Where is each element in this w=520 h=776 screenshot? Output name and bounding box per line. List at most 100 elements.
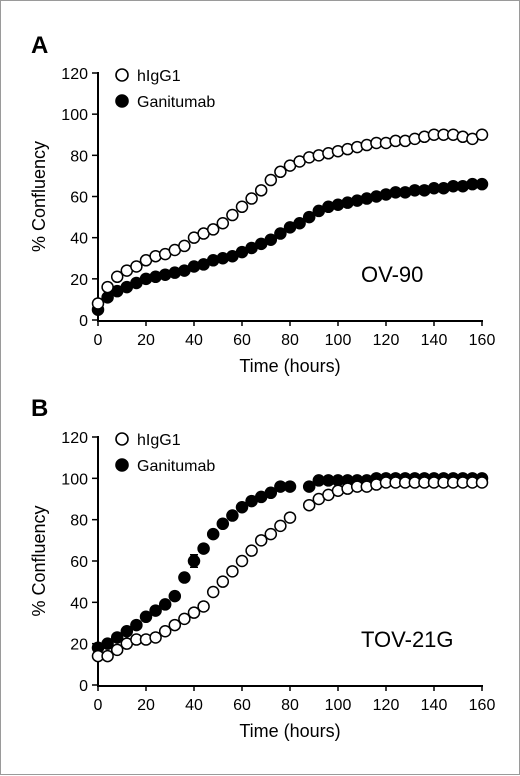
panel-b-ganitumab-point <box>168 589 182 603</box>
panel-b-higg1-point <box>254 534 268 547</box>
panel-b-legend-label: Ganitumab <box>137 458 215 475</box>
panel-b-y-tick-label: 40 <box>70 595 88 612</box>
panel-b-higg1-point <box>197 600 210 613</box>
panel-b-higg1-point <box>216 575 230 588</box>
panel-b-letter: B <box>31 395 48 422</box>
panel-b-ganitumab-point <box>226 509 239 522</box>
panel-a-x-tick-label: 40 <box>185 332 203 349</box>
panel-b-higg1-point <box>149 631 162 644</box>
panel-b-higg1-point <box>206 585 220 599</box>
panel-b-x-tick-label: 160 <box>469 697 496 714</box>
panel-b-x-tick-label: 100 <box>325 697 352 714</box>
panel-b-ganitumab-point <box>158 598 172 611</box>
panel-b-legend-label: hIgG1 <box>137 432 181 449</box>
panel-b-ganitumab-point <box>139 610 153 624</box>
panel-b-ganitumab-point <box>110 631 124 644</box>
panel-a-x-tick-label: 140 <box>421 332 448 349</box>
panel-b-x-tick-label: 40 <box>185 697 203 714</box>
panel-b-x-tick-label: 60 <box>233 697 251 714</box>
panel-b-y-tick-label: 60 <box>70 554 88 571</box>
panel-a-ganitumab-point <box>264 233 278 246</box>
panel-b-ganitumab-point <box>187 554 201 568</box>
panel-a-x-tick-label: 20 <box>137 332 155 349</box>
panel-a-annotation: OV-90 <box>361 262 423 287</box>
panel-b-y-tick-label: 20 <box>70 637 88 654</box>
panel-b-higg1-point <box>226 565 239 578</box>
panel-a-ganitumab-point <box>274 227 287 240</box>
panel-a: A OV-90 0 20 40 60 80 100 120 0 20 40 60 80 100 120 14… <box>29 32 495 376</box>
panel-a-legend-marker <box>115 68 129 82</box>
panel-a-letter: A <box>31 32 48 59</box>
panel-b-higg1-point <box>475 476 489 489</box>
panel-b-ganitumab-point <box>101 637 114 650</box>
panel-a-higg1-point <box>110 270 124 284</box>
panel-b-x-tick-label: 80 <box>281 697 299 714</box>
panel-a-x-axis-title: Time (hours) <box>239 356 340 376</box>
panel-b-higg1-point <box>178 612 191 626</box>
panel-a-y-tick-label: 100 <box>61 107 88 124</box>
panel-a-y-tick-label: 60 <box>70 190 88 207</box>
panel-a-higg1-point <box>178 239 191 253</box>
panel-b-ganitumab-point <box>235 501 249 514</box>
panel-b-x-tick-label: 20 <box>137 697 155 714</box>
panel-b-ganitumab-point <box>130 618 143 632</box>
panel-b-legend-marker <box>115 458 129 472</box>
panel-b: B TOV-21G 0 20 40 60 80 100 120 0 20 40 60 80 100 120… <box>29 395 495 741</box>
panel-a-x-tick-label: 0 <box>94 332 103 349</box>
panel-a-y-tick-label: 120 <box>61 66 88 83</box>
panel-b-higg1-point <box>168 618 182 632</box>
panel-a-higg1-point <box>235 200 249 214</box>
panel-a-y-axis-title: % Confluency <box>29 141 49 252</box>
panel-a-higg1-point <box>274 165 287 179</box>
panel-a-x-tick-label: 60 <box>233 332 251 349</box>
panel-a-ganitumab-point <box>302 210 316 224</box>
panel-a-higg1-point <box>226 208 239 222</box>
panel-b-ganitumab-point <box>216 517 230 531</box>
panel-b-x-tick-label: 0 <box>94 697 103 714</box>
panel-a-legend-marker <box>115 94 129 108</box>
panel-b-higg1-point <box>101 649 114 663</box>
panel-a-higg1-point <box>264 173 278 187</box>
panel-a-y-tick-label: 80 <box>70 148 88 165</box>
panel-a-ganitumab-point <box>293 217 306 230</box>
panel-a-ganitumab-point <box>475 177 489 191</box>
panel-b-higg1-point <box>264 527 278 541</box>
panel-b-ganitumab-point <box>120 625 134 638</box>
panel-b-y-tick-label: 0 <box>79 678 88 695</box>
panel-b-x-axis-title: Time (hours) <box>239 721 340 741</box>
panel-a-higg1-point <box>245 192 258 205</box>
panel-b-higg1-point <box>283 511 297 524</box>
panel-b-higg1-point <box>235 554 249 568</box>
panel-a-x-tick-label: 120 <box>373 332 400 349</box>
panel-b-legend-marker <box>115 432 129 446</box>
panel-b-x-tick-label: 120 <box>373 697 400 714</box>
panel-b-higg1-point <box>187 606 201 619</box>
panel-b-x-tick-label: 140 <box>421 697 448 714</box>
panel-b-annotation: TOV-21G <box>361 627 454 652</box>
panel-b-y-tick-label: 100 <box>61 471 88 488</box>
panel-a-higg1-point <box>254 184 268 197</box>
panel-a-legend-label: Ganitumab <box>137 94 215 111</box>
panel-b-higg1-point <box>245 544 258 557</box>
panel-b-ganitumab-point <box>206 527 220 541</box>
panel-b-ganitumab-point <box>197 542 210 555</box>
panel-b-ganitumab-point <box>178 571 191 584</box>
panel-b-higg1-point <box>110 643 124 657</box>
panel-b-ganitumab-point <box>264 486 278 500</box>
panel-a-higg1-point <box>101 280 114 294</box>
panel-a-x-tick-label: 100 <box>325 332 352 349</box>
panel-b-higg1-point <box>274 519 287 533</box>
panel-a-higg1-point <box>475 128 489 141</box>
panel-b-higg1-point <box>158 625 172 638</box>
panel-a-x-tick-label: 160 <box>469 332 496 349</box>
panel-a-y-tick-label: 20 <box>70 272 88 289</box>
panel-b-ganitumab-point <box>302 480 316 493</box>
panel-b-y-axis-title: % Confluency <box>29 505 49 616</box>
panel-a-y-tick-label: 0 <box>79 313 88 330</box>
panel-a-legend-label: hIgG1 <box>137 68 181 85</box>
panel-a-y-tick-label: 40 <box>70 231 88 248</box>
panel-b-y-tick-label: 120 <box>61 430 88 447</box>
panel-b-y-tick-label: 80 <box>70 513 88 530</box>
